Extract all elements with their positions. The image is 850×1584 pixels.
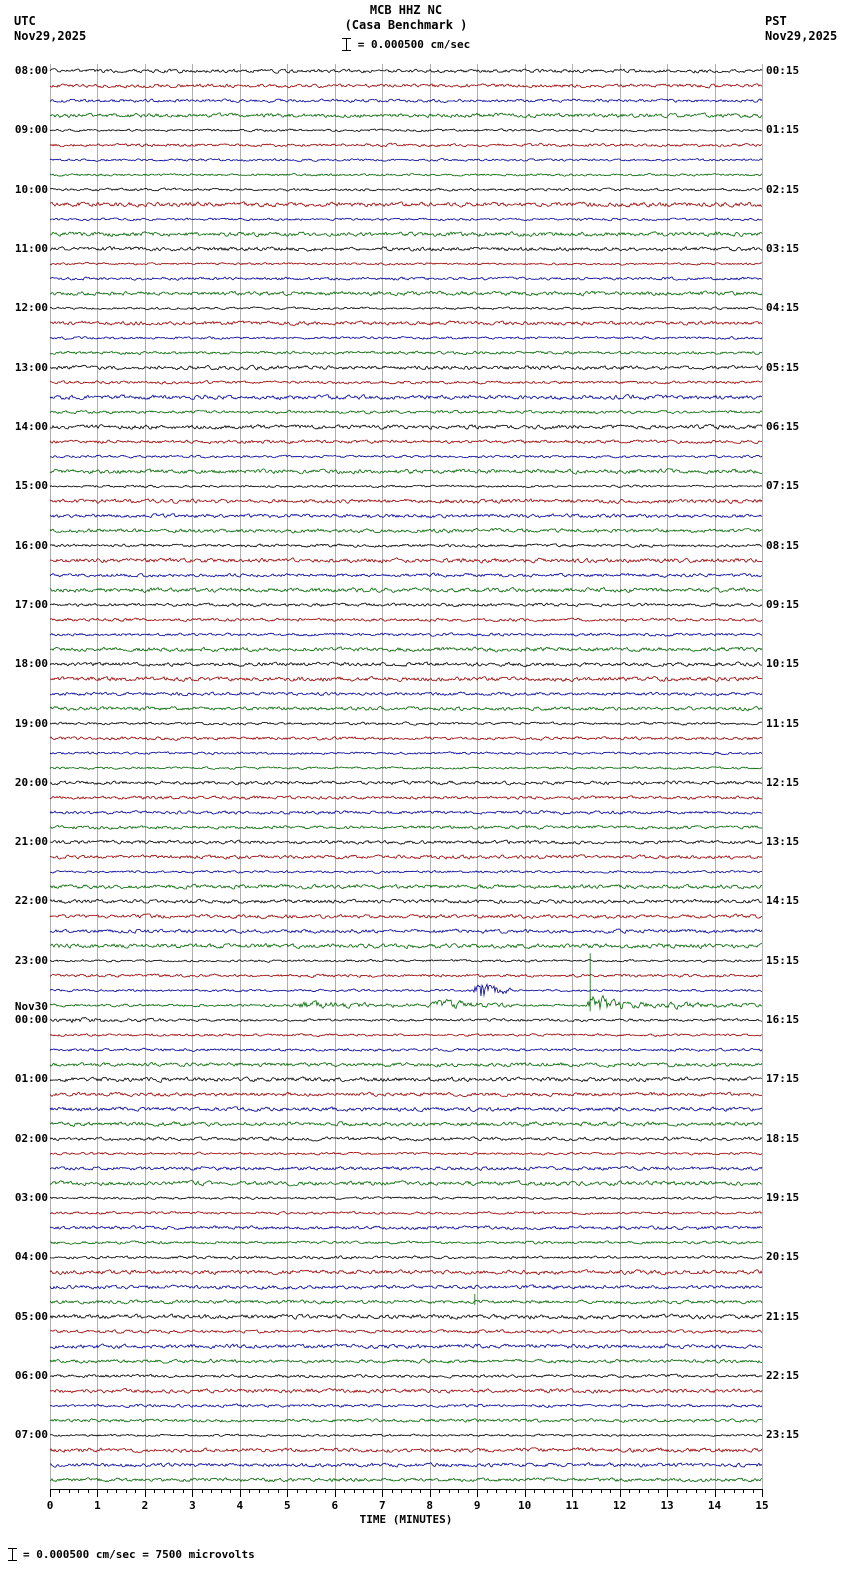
pst-header: PST Nov29,2025 (765, 14, 837, 44)
x-axis-label: TIME (MINUTES) (359, 1513, 453, 1526)
pst-hour-label: 11:15 (766, 716, 800, 730)
pst-hour-label: 17:15 (766, 1072, 800, 1086)
page-subtitle: (Casa Benchmark ) (344, 18, 468, 32)
pst-date: Nov29,2025 (765, 29, 838, 43)
utc-hour-label: 13:00 (14, 360, 48, 374)
pst-hour-label: 04:15 (766, 301, 800, 315)
pst-hour-label: 08:15 (766, 538, 800, 552)
page-title: MCB HHZ NC (369, 3, 443, 17)
x-tick-label: 12 (612, 1499, 627, 1512)
footer-scale-text: = 0.000500 cm/sec = 7500 microvolts (23, 1548, 255, 1561)
x-tick-label: 0 (46, 1499, 54, 1512)
pst-hour-label: 01:15 (766, 123, 800, 137)
utc-hour-label: 02:00 (14, 1131, 48, 1145)
utc-hour-label: 19:00 (14, 716, 48, 730)
pst-hour-label: 18:15 (766, 1131, 800, 1145)
utc-hour-label: 05:00 (14, 1309, 48, 1323)
utc-hour-label: 22:00 (14, 894, 48, 908)
utc-hour-label: 07:00 (14, 1428, 48, 1442)
x-tick-label: 10 (518, 1499, 532, 1512)
pst-hour-label: 02:15 (766, 182, 800, 196)
utc-hour-label: 01:00 (14, 1072, 48, 1086)
utc-hour-label: 00:00 (14, 1013, 48, 1027)
pst-hour-label: 09:15 (766, 597, 800, 611)
utc-hour-label: 08:00 (14, 64, 48, 77)
x-tick-label: 14 (707, 1499, 722, 1512)
x-tick-label: 11 (565, 1499, 579, 1512)
pst-hour-label: 23:15 (766, 1428, 800, 1442)
scale-bar-icon (341, 38, 351, 51)
utc-date: Nov29,2025 (14, 29, 87, 43)
x-tick-label: 9 (473, 1499, 481, 1512)
pst-hour-label: 10:15 (766, 657, 800, 671)
footer-scale-note: = 0.000500 cm/sec = 7500 microvolts (8, 1548, 255, 1561)
x-tick-label: 6 (331, 1499, 339, 1512)
utc-hour-label: 20:00 (14, 775, 48, 789)
x-tick-label: 8 (426, 1499, 434, 1512)
utc-label: UTC (14, 14, 36, 28)
utc-hour-label: 12:00 (14, 301, 48, 315)
pst-hour-label: 06:15 (766, 419, 800, 433)
pst-hour-label: 00:15 (766, 64, 800, 77)
pst-label: PST (765, 14, 787, 28)
utc-hour-label: Nov30 (14, 1000, 48, 1014)
scale-text: = 0.000500 cm/sec (357, 38, 471, 51)
utc-hour-label: 23:00 (14, 953, 48, 967)
utc-hour-label: 04:00 (14, 1250, 48, 1264)
utc-hour-label: 21:00 (14, 835, 48, 849)
pst-hour-label: 14:15 (766, 894, 800, 908)
x-tick-label: 4 (236, 1499, 244, 1512)
utc-hour-label: 18:00 (14, 657, 48, 671)
utc-hour-label: 16:00 (14, 538, 48, 552)
x-tick-label: 2 (141, 1499, 149, 1512)
pst-hour-label: 16:15 (766, 1013, 800, 1027)
pst-hour-label: 03:15 (766, 241, 800, 255)
x-tick-label: 3 (189, 1499, 196, 1512)
x-tick-label: 7 (378, 1499, 386, 1512)
utc-hour-label: 17:00 (14, 597, 48, 611)
x-tick-label: 1 (94, 1499, 101, 1512)
utc-hour-label: 15:00 (14, 479, 48, 493)
pst-hour-label: 21:15 (766, 1309, 800, 1323)
utc-hour-label: 11:00 (14, 241, 48, 255)
pst-hour-label: 20:15 (766, 1250, 800, 1264)
x-tick-label: 5 (284, 1499, 291, 1512)
utc-hour-label: 03:00 (14, 1191, 48, 1205)
pst-hour-label: 15:15 (766, 953, 800, 967)
utc-header: UTC Nov29,2025 (14, 14, 86, 44)
pst-hour-label: 13:15 (766, 835, 800, 849)
amplitude-scale: = 0.000500 cm/sec (50, 38, 762, 51)
footer-scale-bar-icon (8, 1548, 17, 1561)
x-tick-label: 15 (755, 1499, 769, 1512)
pst-hour-label: 19:15 (766, 1191, 800, 1205)
x-tick-label: 13 (660, 1499, 674, 1512)
pst-hour-label: 12:15 (766, 775, 800, 789)
utc-hour-label: 10:00 (14, 182, 48, 196)
utc-hour-label: 14:00 (14, 419, 48, 433)
pst-hour-label: 22:15 (766, 1369, 800, 1383)
utc-hour-label: 09:00 (14, 123, 48, 137)
pst-hour-label: 05:15 (766, 360, 800, 374)
pst-hour-label: 07:15 (766, 479, 800, 493)
utc-hour-label: 06:00 (14, 1369, 48, 1383)
